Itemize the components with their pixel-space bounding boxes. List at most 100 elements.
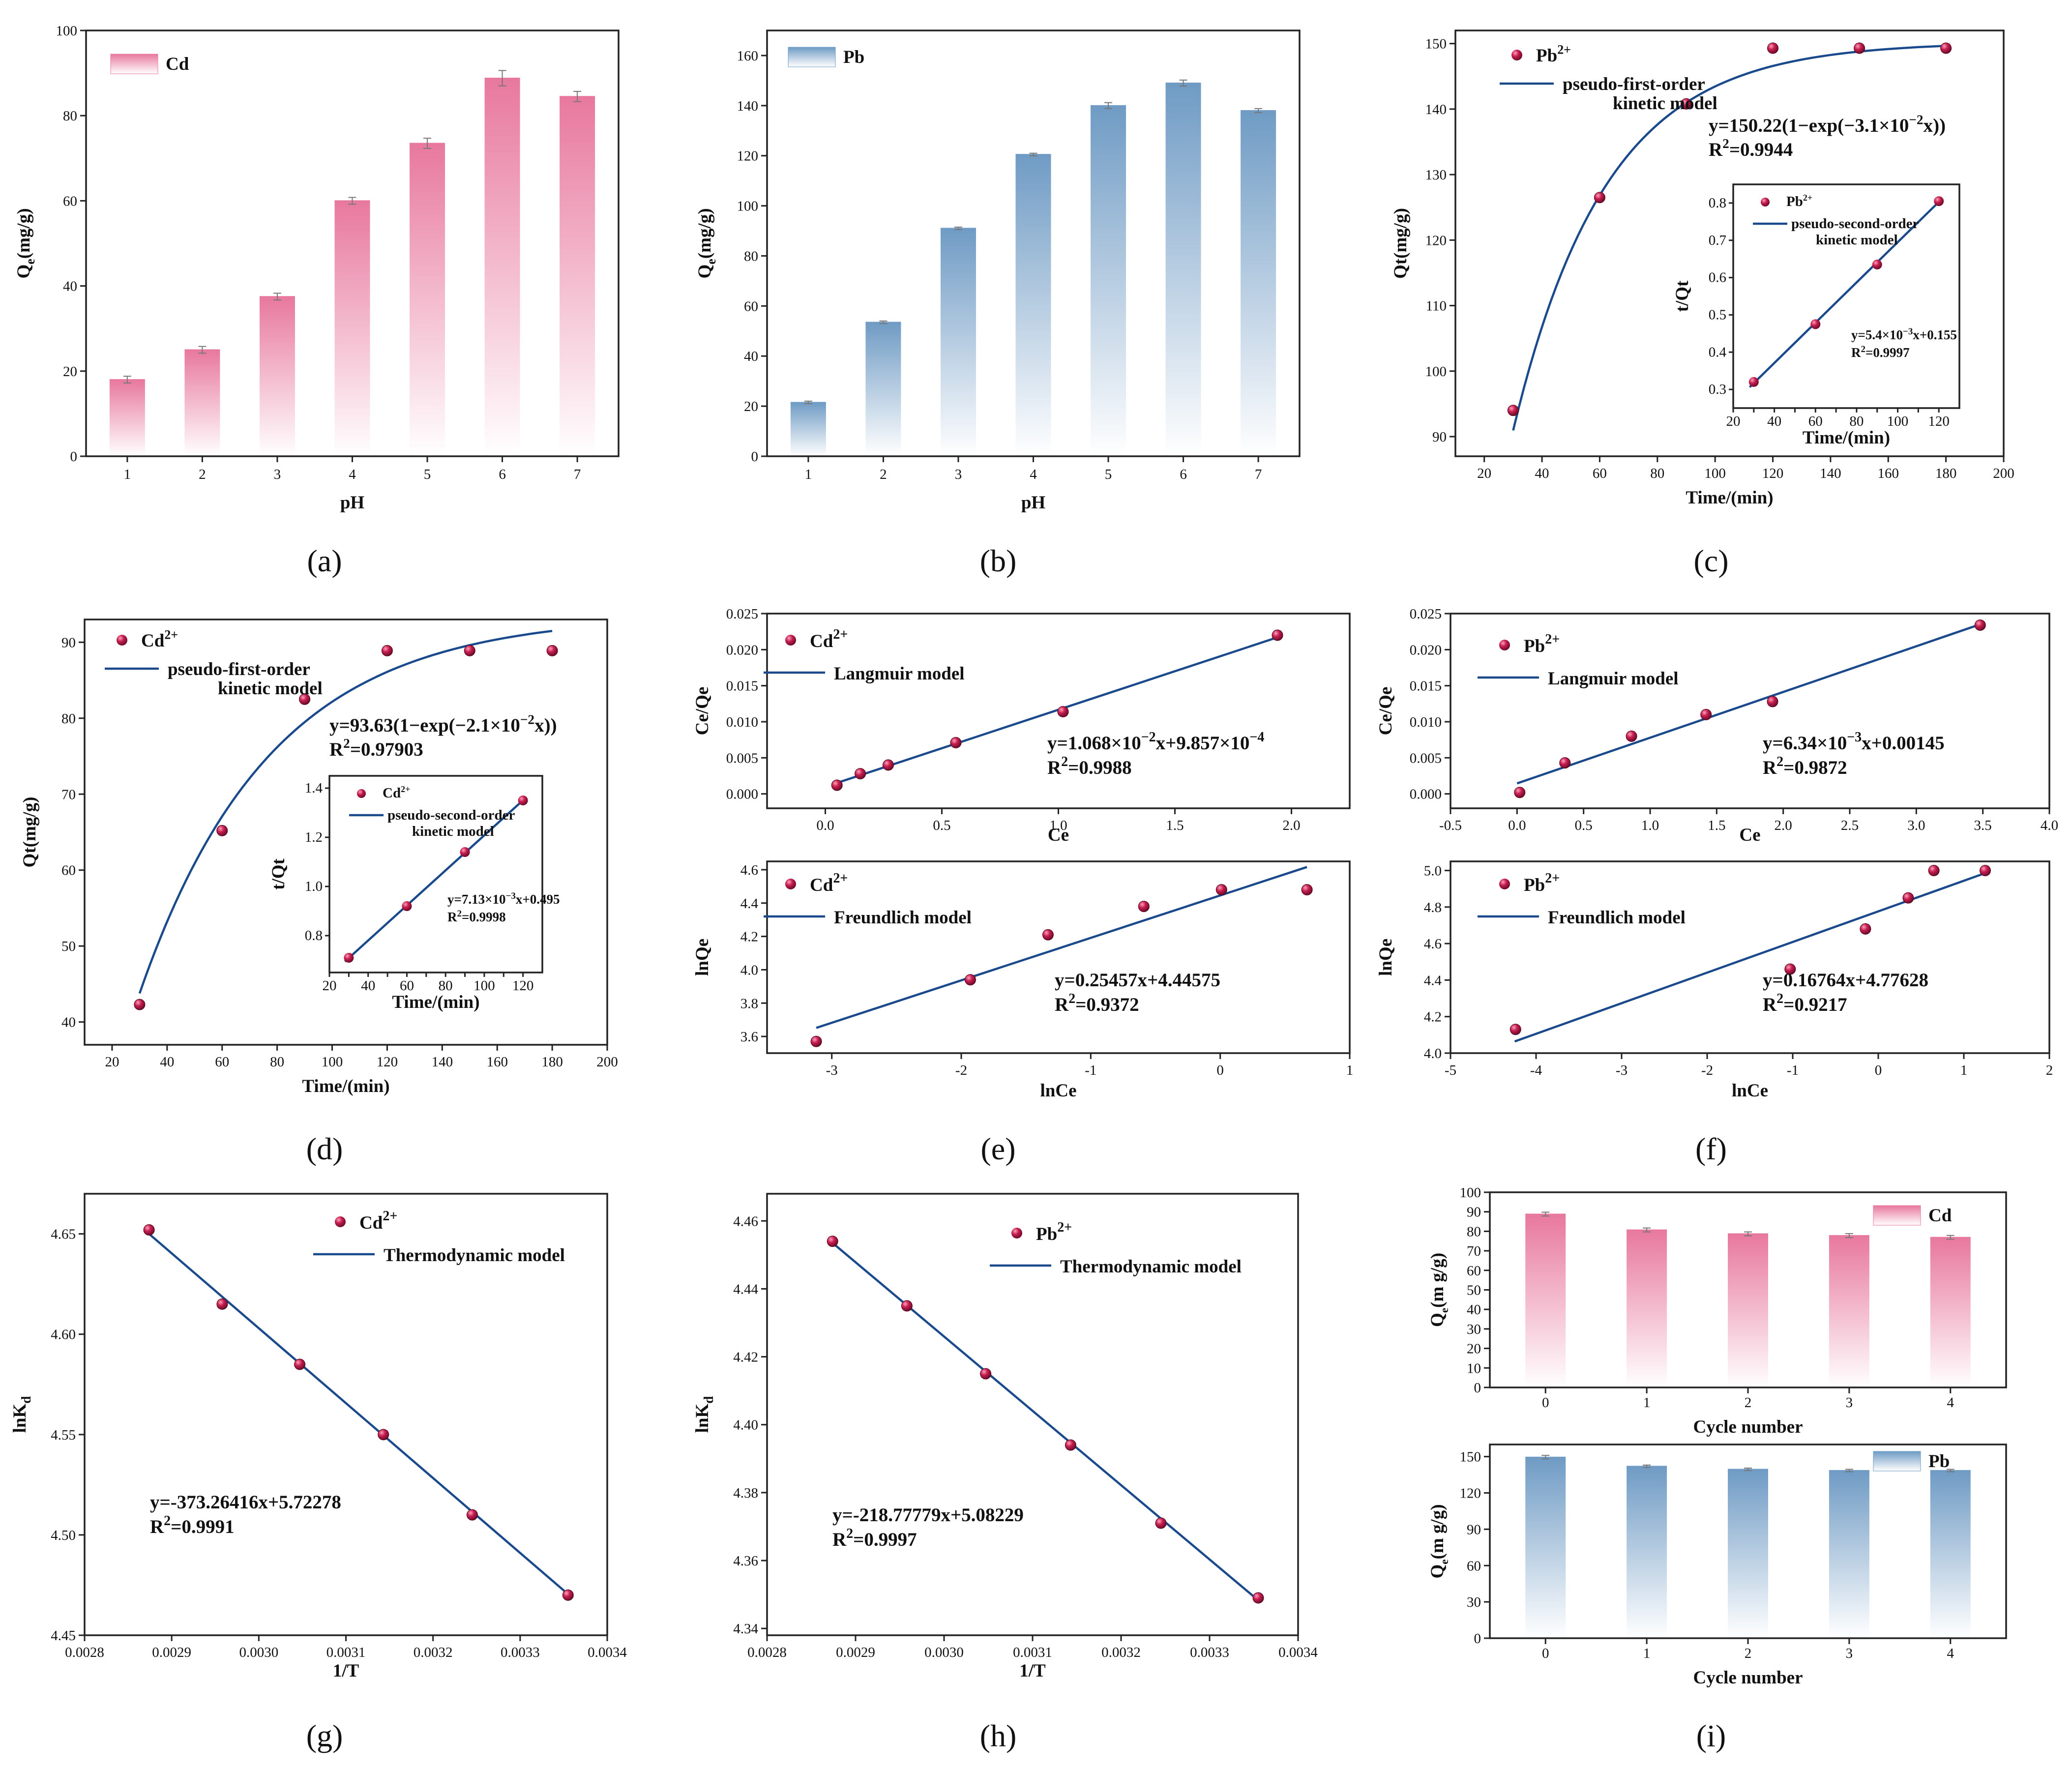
y-tick-label: 90 — [1467, 1522, 1481, 1537]
fit-equation: y=-218.77779x+5.08229 — [832, 1504, 1024, 1526]
inset-x-tick-label: 20 — [323, 978, 337, 994]
inset-y-tick-label: 0.5 — [1709, 307, 1726, 323]
y-tick-label: 0 — [70, 449, 78, 465]
x-tick-label: 1 — [124, 467, 131, 482]
y-tick-label: 3.8 — [740, 996, 758, 1011]
y-tick-label: 70 — [1467, 1243, 1481, 1259]
y-axis-label: Qe(m g/g) — [1427, 1504, 1450, 1578]
y-tick-label: 4.38 — [733, 1485, 758, 1501]
y-tick-label: 120 — [1460, 1486, 1481, 1502]
data-point — [1252, 1592, 1264, 1604]
y-tick-label: 0.005 — [1410, 750, 1442, 766]
legend-marker — [785, 879, 796, 889]
inset-x-axis-label: Time/(min) — [392, 992, 479, 1012]
data-point — [1215, 884, 1227, 896]
inset-y-tick-label: 1.2 — [305, 829, 323, 845]
inset-r-squared-value: =0.9997 — [1865, 345, 1910, 360]
data-point — [299, 693, 311, 705]
r-squared-value: =0.9988 — [1068, 757, 1131, 778]
chart-f_top: -0.5 0.0 0.5 1.0 1.5 2.0 2.5 3.0 3.5 4.0 0.000 0.00… — [1376, 606, 2058, 845]
y-tick-label: 30 — [1467, 1594, 1481, 1610]
data-point — [1902, 892, 1914, 904]
bar — [109, 380, 145, 456]
y-axis-label-sub: e — [1438, 1308, 1450, 1313]
data-point — [1057, 706, 1069, 717]
data-point — [1301, 884, 1313, 896]
x-tick-label: 3.5 — [1974, 818, 1992, 833]
y-tick-label: 4.8 — [1424, 900, 1442, 915]
legend-marker — [785, 635, 796, 646]
bar — [1930, 1470, 1971, 1638]
ion-charge: 2+ — [1057, 1220, 1072, 1235]
y-tick-label: 0.025 — [1410, 606, 1442, 622]
x-tick-label: 3 — [1846, 1395, 1853, 1411]
y-axis-label-text: lnQe — [692, 939, 712, 976]
y-axis-label-main: Q — [695, 265, 715, 279]
x-tick-label: 80 — [270, 1054, 284, 1070]
x-tick-label: 1 — [1643, 1646, 1651, 1661]
chart-e_bottom: -3 -2 -1 0 1 3.6 3.8 4.0 4.2 4.4 4.6 lnCe lnQe Cd2+ Fr… — [692, 860, 1353, 1101]
r-squared-symbol: R — [150, 1516, 164, 1537]
y-axis-label-text: lnQe — [1376, 939, 1396, 976]
ion-charge: 2+ — [833, 871, 848, 886]
inset-chart: 20 40 60 80 100 120 0.3 0.4 0.5 0.6 0.7 0.8 Time/(mi… — [1672, 183, 1960, 448]
x-tick-label: 0 — [1542, 1646, 1549, 1661]
ion-charge: 2+ — [164, 627, 178, 642]
data-point — [1928, 865, 1940, 877]
equation-tail: x+9.857×10 — [1156, 733, 1250, 754]
y-axis-label: lnKd — [692, 1396, 716, 1433]
fit-curve — [138, 630, 553, 994]
y-tick-label: 140 — [737, 98, 759, 114]
legend-label-line: Freundlich model — [1548, 908, 1686, 928]
data-point — [1784, 963, 1796, 975]
inset-legend-label-line: pseudo-second-order — [387, 807, 515, 823]
r-squared-symbol: R — [1763, 757, 1777, 778]
y-tick-label: 4.0 — [740, 962, 758, 978]
x-axis-label: 1/T — [333, 1661, 359, 1681]
data-point — [134, 999, 146, 1010]
bar — [1525, 1214, 1566, 1387]
inset-data-point — [402, 901, 412, 911]
x-tick-label: 4 — [1947, 1395, 1954, 1411]
bar — [1728, 1469, 1768, 1638]
inset-x-tick-label: 120 — [1928, 413, 1950, 429]
x-tick-label: 2 — [1745, 1646, 1752, 1661]
y-axis-label-main: Q — [1427, 1564, 1448, 1579]
x-tick-label: 6 — [499, 467, 506, 482]
r-squared: R2=0.9991 — [150, 1513, 235, 1537]
inset-data-point — [1872, 260, 1882, 270]
x-tick-label: 100 — [322, 1054, 343, 1070]
r-squared-exponent: 2 — [1722, 136, 1729, 151]
data-point — [827, 1236, 838, 1247]
x-axis-label: pH — [1021, 493, 1046, 513]
x-tick-label: 140 — [432, 1054, 453, 1070]
equation-text: y=93.63(1−exp(−2.1×10 — [329, 715, 520, 736]
inset-legend-marker — [1761, 198, 1770, 206]
equation-text: y=0.25457x+4.44575 — [1055, 970, 1220, 991]
y-axis-label-text: Ce/Qe — [1376, 687, 1396, 736]
inset-y-tick-label: 1.0 — [305, 879, 323, 894]
ion-symbol: Pb — [1524, 875, 1545, 895]
data-point — [546, 645, 558, 656]
inset-x-tick-label: 40 — [1767, 413, 1781, 429]
legend-label-line: Freundlich model — [834, 908, 972, 928]
inset-y-tick-label: 0.3 — [1709, 382, 1726, 397]
x-tick-label: -3 — [1616, 1062, 1628, 1078]
inset-x-tick-label: 80 — [439, 978, 453, 994]
bar — [1015, 154, 1051, 456]
x-tick-label: 7 — [574, 467, 581, 482]
data-point — [950, 737, 962, 749]
inset-legend-marker — [357, 789, 366, 798]
bar — [184, 350, 220, 456]
fit-equation: y=150.22(1−exp(−3.1×10−2x)) — [1709, 112, 1946, 136]
y-tick-label: 4.65 — [51, 1227, 76, 1242]
y-axis-label-sub: e — [23, 259, 37, 265]
ion-symbol: Cd — [810, 875, 833, 895]
data-point — [466, 1509, 478, 1521]
chart-b: 1 2 3 4 5 6 7 0 20 40 60 80 100 120 140 160 pH Qe(mg/g) Pb — [695, 29, 1301, 513]
data-point — [216, 825, 228, 836]
legend-label: Cd — [166, 54, 189, 74]
inset-legend-label-point: Cd2+ — [383, 784, 410, 801]
y-tick-label: 100 — [56, 23, 78, 39]
inset-x-axis-label: Time/(min) — [1803, 428, 1890, 448]
